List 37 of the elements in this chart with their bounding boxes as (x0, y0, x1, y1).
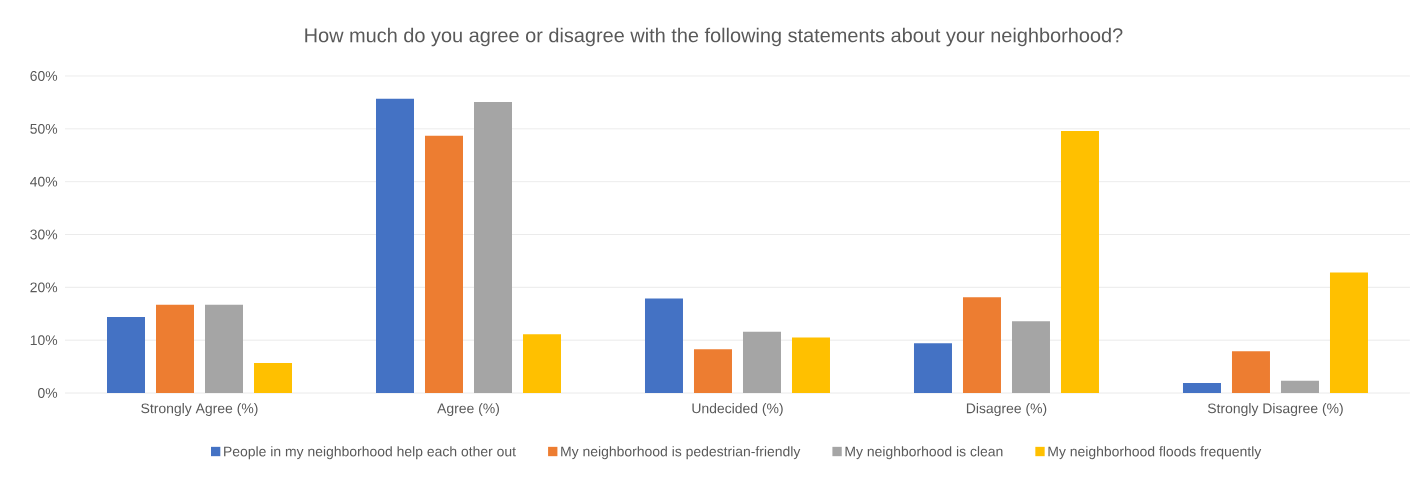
bar (474, 101, 512, 393)
legend-label: My neighborhood floods frequently (1048, 446, 1262, 460)
x-tick-label: Strongly Disagree (%) (1207, 403, 1343, 417)
bar (425, 135, 463, 393)
bar (1011, 321, 1050, 393)
bar (913, 343, 952, 393)
bar (523, 334, 561, 393)
x-tick-label: Disagree (%) (966, 403, 1047, 417)
bar (1060, 130, 1099, 393)
y-tick-label: 20% (30, 282, 58, 293)
x-tick-label: Agree (%) (437, 403, 499, 417)
chart-title: How much do you agree or disagree with the following statements about your neighborhood? (305, 27, 1123, 47)
bar (376, 98, 414, 393)
x-tick-label: Strongly Agree (%) (141, 403, 258, 417)
bar (693, 349, 732, 393)
y-tick-label: 40% (30, 176, 58, 187)
y-tick-label: 30% (30, 229, 58, 240)
bar (962, 297, 1001, 393)
legend-label: My neighborhood is pedestrian-friendly (561, 446, 801, 460)
x-tick-label: Undecided (%) (692, 403, 783, 417)
bar (791, 337, 830, 393)
bar (156, 304, 194, 393)
y-tick-label: 60% (30, 71, 58, 81)
bar (1280, 380, 1319, 393)
bar (107, 316, 145, 393)
legend-label: My neighborhood is clean (845, 446, 1003, 460)
bar (742, 331, 781, 393)
bar (205, 304, 244, 393)
y-tick-label: 10% (30, 335, 58, 346)
bar (1182, 382, 1221, 393)
bar (254, 362, 293, 393)
bar (644, 298, 683, 393)
legend-label: People in my neighborhood help each other out (224, 446, 516, 460)
y-tick-label: 0% (38, 388, 58, 398)
bar (1329, 272, 1368, 393)
bar (1231, 351, 1270, 393)
y-tick-label: 50% (30, 123, 58, 134)
